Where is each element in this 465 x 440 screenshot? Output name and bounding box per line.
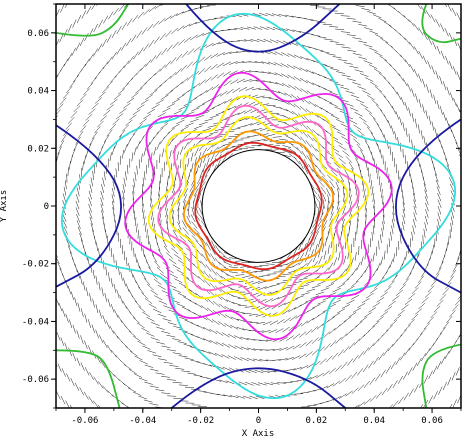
y-tick-label: -0.04 xyxy=(22,317,49,327)
contour-green xyxy=(56,4,130,37)
contour-blue xyxy=(56,124,122,288)
inner-contour-lines xyxy=(124,71,393,341)
cylinder-hole xyxy=(201,149,316,263)
contour-blue xyxy=(395,118,461,294)
x-tick-label: -0.04 xyxy=(129,416,156,426)
contour-blue xyxy=(185,4,341,53)
contour-green xyxy=(421,4,461,44)
contour-cyan xyxy=(61,12,456,400)
y-axis-ticks: -0.06 -0.04 -0.02 0 0.02 0.04 0.06 xyxy=(22,3,461,409)
y-tick-label: -0.06 xyxy=(22,375,49,385)
x-tick-label: 0.06 xyxy=(421,416,443,426)
contour-blue xyxy=(171,367,346,408)
y-tick-label: -0.02 xyxy=(22,260,49,270)
contour-ring xyxy=(157,104,360,308)
contour-ring xyxy=(194,141,323,271)
x-tick-label: 0 xyxy=(256,416,261,426)
contour-ring xyxy=(182,130,335,282)
contour-ring xyxy=(168,116,349,296)
y-axis-label: Y Axis xyxy=(0,190,9,223)
contour-ring xyxy=(147,95,370,317)
x-tick-label: 0.04 xyxy=(363,416,385,426)
x-tick-label: -0.06 xyxy=(71,416,98,426)
x-tick-label: 0.02 xyxy=(306,416,328,426)
x-tick-label: -0.02 xyxy=(187,416,214,426)
y-tick-label: 0.04 xyxy=(27,87,49,97)
outer-contour-lines xyxy=(56,4,461,408)
y-tick-label: 0.06 xyxy=(27,29,49,39)
contour-green xyxy=(421,343,461,408)
contour-green xyxy=(56,349,121,408)
y-tick-label: 0.02 xyxy=(27,144,49,154)
contour-ring xyxy=(124,71,393,341)
x-axis-label: X Axis xyxy=(242,429,275,439)
x-axis-ticks: -0.06 -0.04 -0.02 0 0.02 0.04 0.06 xyxy=(55,4,462,426)
y-tick-label: 0 xyxy=(44,202,49,212)
